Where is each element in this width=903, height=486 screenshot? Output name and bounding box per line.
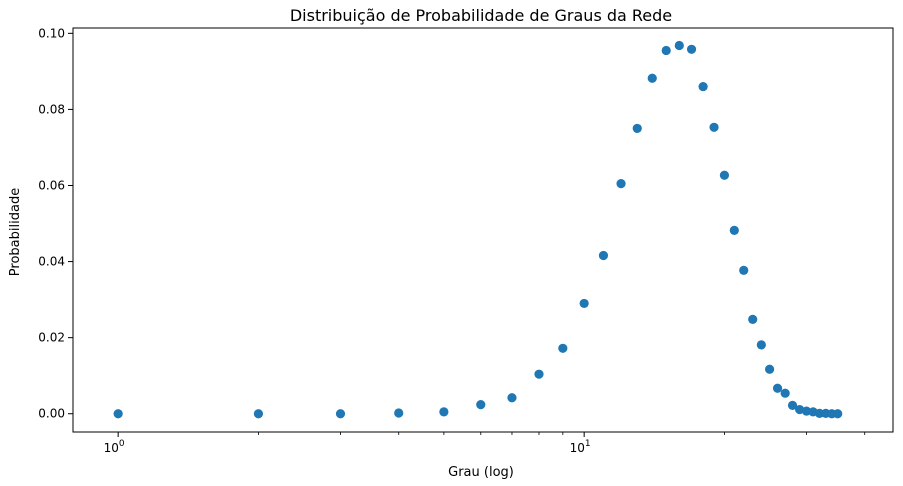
y-axis: 0.00 0.02 0.04 0.06 0.08 0.10 <box>38 26 73 421</box>
data-point <box>335 409 346 419</box>
y-tick-label: 0.08 <box>38 102 65 116</box>
data-point <box>764 364 775 374</box>
x-tick-label: 100 <box>104 439 125 455</box>
data-point <box>616 178 626 189</box>
data-point <box>113 409 123 419</box>
data-point <box>719 170 730 180</box>
plot-frame <box>72 27 894 433</box>
data-point <box>661 45 671 56</box>
y-tick-label: 0.04 <box>38 255 65 269</box>
data-point <box>558 343 568 353</box>
data-point <box>787 400 798 410</box>
data-point <box>674 40 684 51</box>
data-point <box>729 225 739 235</box>
data-point <box>253 409 264 419</box>
data-point <box>780 388 790 398</box>
data-point <box>579 298 589 309</box>
data-point <box>698 81 708 92</box>
data-point <box>709 122 719 132</box>
data-points <box>113 40 843 419</box>
data-point <box>632 123 642 134</box>
y-tick-label: 0.06 <box>38 178 65 192</box>
x-axis: 100 101 <box>104 432 866 455</box>
data-point <box>833 409 843 419</box>
data-point <box>756 340 766 350</box>
data-point <box>686 44 697 54</box>
y-tick-label: 0.02 <box>38 331 65 345</box>
data-point <box>647 73 657 83</box>
data-point <box>534 369 544 379</box>
data-point <box>439 407 449 417</box>
data-point <box>598 250 609 261</box>
data-point <box>748 314 758 324</box>
data-point <box>739 265 749 275</box>
data-point <box>795 404 805 415</box>
data-point <box>507 393 517 403</box>
chart-title: Distribuição de Probabilidade de Graus d… <box>290 6 672 25</box>
data-point <box>801 406 812 416</box>
x-tick-label: 101 <box>570 439 591 455</box>
x-axis-label: Grau (log) <box>448 465 514 480</box>
data-point <box>394 408 404 418</box>
data-point <box>772 383 783 393</box>
y-tick-label: 0.10 <box>38 26 65 40</box>
y-tick-label: 0.00 <box>38 407 65 421</box>
data-point <box>476 400 486 410</box>
y-axis-label: Probabilidade <box>8 188 23 276</box>
